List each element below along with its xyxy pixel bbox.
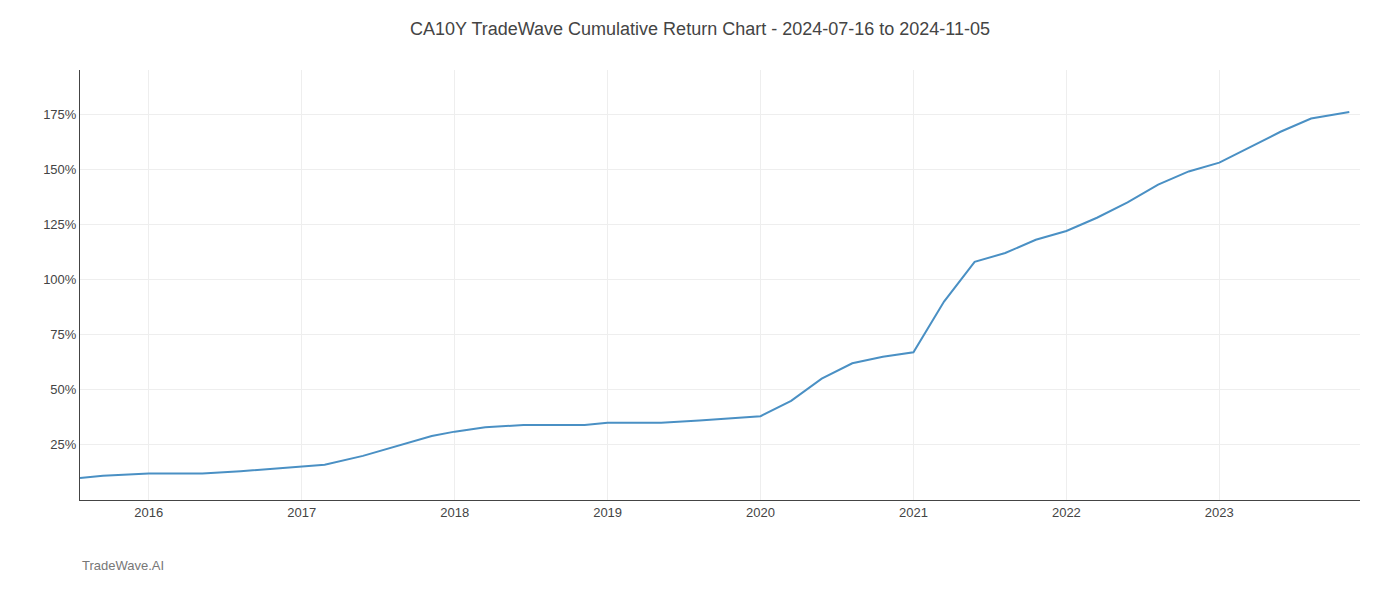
svg-text:125%: 125% — [43, 217, 77, 232]
svg-text:2021: 2021 — [899, 505, 928, 520]
svg-text:75%: 75% — [50, 327, 76, 342]
svg-text:2020: 2020 — [746, 505, 775, 520]
svg-text:2018: 2018 — [440, 505, 469, 520]
svg-text:2016: 2016 — [134, 505, 163, 520]
svg-text:2023: 2023 — [1205, 505, 1234, 520]
svg-text:2019: 2019 — [593, 505, 622, 520]
svg-text:CA10Y TradeWave Cumulative Ret: CA10Y TradeWave Cumulative Return Chart … — [410, 19, 990, 39]
svg-text:175%: 175% — [43, 107, 77, 122]
svg-text:150%: 150% — [43, 162, 77, 177]
svg-text:TradeWave.AI: TradeWave.AI — [82, 558, 164, 573]
svg-text:2022: 2022 — [1052, 505, 1081, 520]
svg-text:2017: 2017 — [287, 505, 316, 520]
svg-text:25%: 25% — [50, 437, 76, 452]
svg-text:50%: 50% — [50, 382, 76, 397]
svg-text:100%: 100% — [43, 272, 77, 287]
